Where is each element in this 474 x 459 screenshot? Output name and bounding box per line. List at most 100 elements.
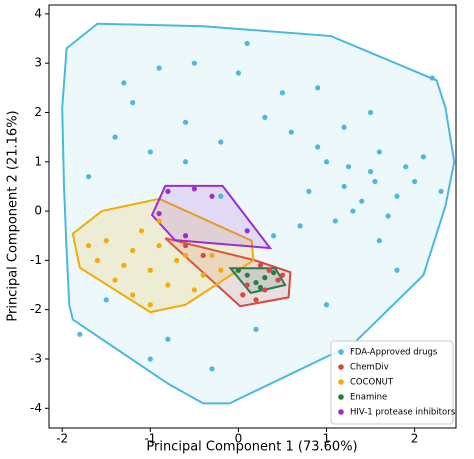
data-point (315, 85, 321, 91)
data-point (332, 218, 338, 224)
data-point (156, 210, 162, 217)
hulls (61, 22, 456, 405)
y-tick-label: -3 (30, 351, 42, 365)
y-tick-label: -4 (30, 401, 42, 415)
data-point (165, 336, 171, 342)
data-point (191, 60, 197, 66)
data-point (288, 129, 294, 135)
data-point (385, 213, 391, 219)
data-point (209, 193, 215, 199)
data-point (262, 114, 268, 121)
data-point (323, 159, 330, 165)
legend-marker (338, 394, 344, 400)
data-point (367, 169, 374, 175)
data-point (403, 164, 409, 170)
data-point (376, 238, 382, 244)
data-point (271, 233, 277, 239)
data-point (266, 267, 272, 273)
data-point (376, 149, 382, 155)
legend: FDA-Approved drugs ChemDiv COCONUT Enamine H… (330, 340, 456, 425)
data-point (429, 75, 435, 81)
data-point (372, 178, 378, 185)
legend-label: HIV-1 protease inhibitors (350, 408, 456, 418)
legend-label: COCONUT (350, 378, 394, 388)
points (77, 40, 444, 372)
data-point (77, 331, 83, 337)
data-point (121, 80, 127, 86)
data-point (182, 233, 189, 239)
data-point (112, 134, 118, 140)
legend-marker (338, 379, 344, 385)
data-point (182, 119, 189, 125)
data-point (218, 267, 224, 273)
data-point (200, 272, 206, 278)
data-point (94, 257, 101, 263)
data-point (130, 100, 136, 106)
data-point (341, 124, 347, 130)
data-point (147, 302, 153, 308)
data-point (297, 223, 303, 229)
data-point (257, 284, 264, 291)
y-tick-label: -2 (30, 302, 42, 316)
data-point (315, 144, 321, 150)
convex-hull (228, 267, 287, 295)
data-point (253, 297, 259, 303)
x-tick-label: -1 (144, 432, 156, 446)
data-point (244, 40, 250, 47)
data-point (420, 154, 427, 160)
data-point (191, 287, 197, 293)
y-tick-label: 2 (34, 105, 42, 119)
data-point (156, 242, 162, 249)
data-point (262, 287, 268, 293)
data-point (359, 198, 365, 204)
data-point (182, 242, 189, 249)
data-point (253, 279, 259, 286)
data-point (323, 302, 330, 308)
data-point (156, 65, 162, 71)
legend-label: Enamine (350, 393, 387, 403)
data-point (147, 149, 153, 155)
x-tick-label: 1 (323, 432, 331, 446)
data-point (271, 270, 277, 276)
legend-marker (338, 409, 344, 415)
data-point (209, 252, 215, 259)
data-point (262, 275, 268, 281)
data-point (394, 193, 400, 199)
data-point (244, 272, 250, 278)
data-point (156, 218, 162, 224)
data-point (218, 193, 224, 199)
y-axis-label: Principal Component 2 (21.16%) (6, 110, 21, 321)
legend-label: ChemDiv (350, 363, 389, 373)
data-point (182, 252, 189, 259)
data-point (235, 70, 242, 76)
data-point (86, 242, 92, 249)
x-tick-label: -2 (56, 432, 68, 446)
axes: -2 -1 0 1 2 -4 -3 -2 -1 0 1 2 3 4 (30, 6, 418, 445)
data-point (394, 267, 400, 273)
data-point (147, 356, 153, 362)
data-point (147, 267, 153, 273)
data-point (244, 228, 250, 234)
data-point (182, 159, 189, 165)
data-point (235, 267, 242, 273)
y-tick-label: -1 (30, 253, 42, 267)
legend-marker (338, 364, 344, 370)
data-point (438, 188, 444, 194)
data-point (112, 277, 118, 283)
y-tick-label: 3 (34, 56, 42, 70)
data-point (130, 247, 136, 254)
legend-box (330, 340, 454, 425)
data-point (103, 297, 109, 303)
data-point (350, 208, 356, 214)
data-point (240, 292, 246, 298)
data-point (165, 282, 171, 288)
data-point (218, 139, 224, 145)
data-point (275, 277, 281, 283)
data-point (200, 252, 206, 259)
data-point (253, 326, 259, 332)
data-point (103, 238, 109, 244)
data-point (121, 262, 127, 268)
data-point (411, 178, 418, 185)
data-point (279, 90, 286, 96)
